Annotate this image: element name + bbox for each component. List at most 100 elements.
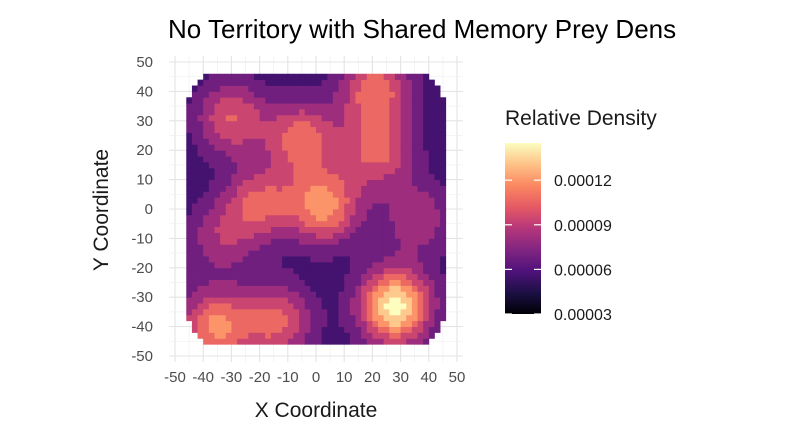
density-cell [186, 244, 193, 251]
density-cell [355, 191, 362, 198]
density-cell [186, 179, 193, 186]
density-cell [276, 214, 283, 222]
density-cell [265, 150, 272, 157]
density-cell [389, 173, 396, 180]
density-cell [406, 320, 413, 327]
density-cell [191, 126, 198, 133]
density-cell [316, 261, 323, 269]
density-cell [389, 226, 396, 233]
density-cell [248, 173, 255, 180]
density-cell [400, 132, 407, 139]
density-cell [293, 150, 300, 157]
density-cell [316, 244, 323, 251]
density-cell [423, 308, 430, 316]
density-cell [220, 279, 227, 286]
density-cell [400, 79, 407, 86]
density-cell [400, 244, 407, 251]
density-cell [231, 261, 238, 269]
density-cell [417, 297, 424, 304]
density-cell [282, 197, 289, 204]
density-cell [428, 297, 435, 304]
density-cell [231, 103, 238, 110]
density-cell [253, 150, 260, 157]
density-cell [411, 273, 418, 280]
density-cell [220, 320, 227, 327]
density-cell [434, 85, 441, 92]
density-cell [231, 226, 238, 233]
density-cell [304, 332, 311, 339]
density-cell [253, 156, 260, 163]
density-cell [400, 261, 407, 269]
density-cell [361, 73, 368, 81]
density-cell [411, 226, 418, 233]
density-cell [237, 103, 244, 110]
density-cell [327, 132, 334, 139]
density-cell [253, 238, 260, 245]
density-cell [355, 161, 362, 169]
density-cell [237, 161, 244, 169]
density-cell [293, 261, 300, 269]
density-cell [411, 167, 418, 175]
density-cell [411, 291, 418, 298]
density-cell [186, 273, 193, 280]
density-cell [282, 73, 289, 81]
density-cell [237, 167, 244, 175]
density-cell [440, 203, 447, 210]
density-cell [383, 320, 390, 327]
density-cell [225, 203, 232, 210]
density-cell [293, 185, 300, 192]
legend-colorbar [505, 143, 541, 314]
density-cell [332, 185, 339, 192]
density-cell [400, 308, 407, 316]
density-cell [344, 173, 351, 180]
density-cell [327, 114, 334, 122]
density-cell [406, 197, 413, 204]
density-cell [242, 179, 249, 186]
density-cell [389, 179, 396, 186]
density-cell [349, 338, 356, 345]
density-cell [428, 238, 435, 245]
density-cell [355, 185, 362, 192]
density-cell [265, 109, 272, 116]
density-cell [214, 103, 221, 110]
density-cell [299, 303, 306, 310]
density-cell [265, 220, 272, 228]
density-cell [372, 114, 379, 122]
density-cell [304, 209, 311, 216]
density-cell [287, 203, 294, 210]
density-cell [406, 332, 413, 339]
density-cell [214, 114, 221, 122]
density-cell [417, 244, 424, 251]
density-cell [389, 250, 396, 257]
density-cell [411, 297, 418, 304]
density-cell [361, 250, 368, 257]
density-cell [327, 79, 334, 86]
density-cell [293, 273, 300, 280]
density-cell [299, 144, 306, 151]
density-cell [191, 91, 198, 98]
density-cell [327, 320, 334, 327]
density-cell [321, 173, 328, 180]
density-cell [417, 250, 424, 257]
density-cell [248, 114, 255, 122]
density-cell [428, 220, 435, 228]
density-cell [293, 291, 300, 298]
density-cell [378, 150, 385, 157]
density-cell [220, 167, 227, 175]
density-cell [310, 191, 317, 198]
density-cell [344, 203, 351, 210]
density-cell [208, 197, 215, 204]
density-cell [265, 197, 272, 204]
density-cell [242, 332, 249, 339]
density-cell [344, 250, 351, 257]
density-cell [389, 285, 396, 292]
density-cell [237, 185, 244, 192]
density-cell [220, 109, 227, 116]
density-cell [344, 220, 351, 228]
density-cell [304, 267, 311, 275]
density-cell [310, 332, 317, 339]
density-cell [327, 332, 334, 339]
density-cell [366, 314, 373, 322]
density-cell [440, 161, 447, 169]
density-cell [282, 332, 289, 339]
